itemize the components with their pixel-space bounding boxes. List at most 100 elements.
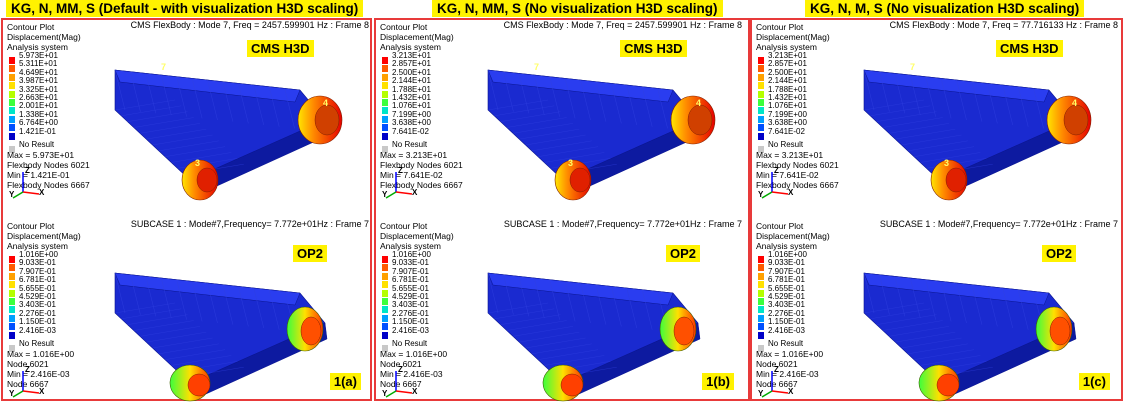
legend-value: 6.764E+00 (19, 118, 58, 128)
legend-swatch (382, 297, 388, 305)
legend-value: 2.500E+01 (768, 67, 807, 77)
cms-h3d-panel[interactable]: CMS FlexBody : Mode 7, Freq = 77.716133 … (752, 18, 1120, 214)
legend-value: 3.638E+00 (768, 118, 807, 128)
op2-panel[interactable]: SUBCASE 1 : Mode#7,Frequency= 7.772e+01H… (376, 217, 744, 413)
source-tag: CMS H3D (247, 40, 314, 57)
legend-swatch (758, 65, 764, 73)
legend-swatch (9, 256, 15, 263)
legend-swatch (758, 264, 764, 272)
min-line: Min = 2.416E-03 (7, 369, 70, 379)
legend-value: 7.199E+00 (392, 109, 431, 119)
entity-label: 3 (944, 158, 950, 168)
cms-h3d-panel[interactable]: CMS FlexBody : Mode 7, Freq = 2457.59990… (3, 18, 371, 214)
legend-swatch (9, 306, 15, 314)
legend-swatch (758, 145, 764, 153)
legend-swatch (382, 98, 388, 106)
min-node-line: Node 6667 (380, 379, 422, 389)
legend-value: 9.033E-01 (19, 258, 56, 268)
cms-h3d-panel[interactable]: CMS FlexBody : Mode 7, Freq = 2457.59990… (376, 18, 744, 214)
entity-label: 3 (568, 158, 574, 168)
frame-header: SUBCASE 1 : Mode#7,Frequency= 7.772e+01H… (503, 219, 742, 229)
max-line: Max = 3.213E+01 (756, 150, 824, 160)
column-title: KG, N, M, S (No visualization H3D scalin… (805, 0, 1085, 17)
legend-swatch (9, 281, 15, 289)
node-line: Node 6021 (7, 359, 49, 369)
legend-value: 1.016E+00 (19, 250, 58, 259)
source-tag: OP2 (1042, 245, 1077, 262)
legend-swatch (758, 306, 764, 314)
legend-value: 7.907E-01 (19, 266, 56, 276)
legend-swatch (382, 115, 388, 123)
no-result-label: No Result (19, 338, 55, 348)
legend-title-line: Displacement(Mag) (380, 231, 454, 241)
legend-value: 3.325E+01 (19, 84, 58, 94)
legend-title: Contour Plot Displacement(Mag) Analysis sy… (756, 221, 830, 251)
legend-value: 1.432E+01 (768, 92, 807, 102)
legend-value: 2.001E+01 (19, 101, 58, 111)
max-line: Max = 1.016E+00 (7, 349, 75, 359)
fe-model-view[interactable] (95, 243, 355, 403)
legend-title-line: Contour Plot (756, 221, 804, 231)
no-result-label: No Result (768, 139, 804, 149)
axis-y-label: Y (382, 389, 388, 398)
fe-model-view[interactable] (844, 243, 1104, 403)
legend-swatch (9, 145, 15, 153)
legend-value: 2.416E-03 (19, 325, 56, 335)
legend-value: 1.338E+01 (19, 109, 58, 119)
legend-value: 9.033E-01 (768, 258, 805, 268)
fe-model-view[interactable] (468, 243, 728, 403)
result-stats: Max = 1.016E+00 Node 6021 Min = 2.416E-03 N… (756, 349, 823, 389)
op2-panel[interactable]: SUBCASE 1 : Mode#7,Frequency= 7.772e+01H… (752, 217, 1120, 413)
legend-swatch (382, 314, 388, 322)
axis-z-label: Z (398, 166, 403, 175)
legend-value: 2.276E-01 (768, 308, 805, 318)
legend-value: 2.144E+01 (392, 76, 431, 86)
legend-swatch (382, 124, 388, 132)
legend-swatch (9, 57, 15, 64)
no-result-label: No Result (19, 139, 55, 149)
source-tag: OP2 (293, 245, 328, 262)
legend-title-line: Analysis system (756, 42, 817, 52)
legend-swatch (382, 65, 388, 73)
max-line: Max = 1.016E+00 (380, 349, 448, 359)
legend-value: 7.641E-02 (392, 126, 429, 136)
case-label: 1(a) (329, 373, 361, 390)
legend-value: 6.781E-01 (19, 275, 56, 285)
node-line: Flexbody Nodes 6021 (380, 160, 463, 170)
legend-value: 3.987E+01 (19, 76, 58, 86)
min-line: Min = 1.421E-01 (7, 170, 70, 180)
legend-value: 1.016E+00 (768, 250, 807, 259)
legend-value: 3.403E-01 (768, 300, 805, 310)
result-stats: Max = 3.213E+01 Flexbody Nodes 6021 Min = … (756, 150, 839, 190)
axis-y-label: Y (9, 190, 15, 199)
fe-model-view[interactable] (844, 40, 1104, 201)
fe-model-view[interactable] (95, 40, 355, 201)
max-line: Max = 5.973E+01 (7, 150, 75, 160)
legend-swatch (382, 145, 388, 153)
entity-label: 7 (161, 62, 167, 72)
op2-panel[interactable]: SUBCASE 1 : Mode#7,Frequency= 7.772e+01H… (3, 217, 371, 413)
legend-swatch (9, 124, 15, 132)
legend-value: 7.907E-01 (392, 266, 429, 276)
legend-value: 7.641E-02 (768, 126, 805, 136)
entity-label: 7 (910, 62, 916, 72)
legend-value: 2.276E-01 (392, 308, 429, 318)
legend-value: 6.781E-01 (768, 275, 805, 285)
legend-swatch (9, 272, 15, 280)
legend-swatch (758, 115, 764, 123)
axis-z-label: Z (774, 365, 779, 374)
legend-value: 4.529E-01 (768, 291, 805, 301)
entity-label: 3 (195, 158, 201, 168)
legend-title-line: Contour Plot (380, 22, 428, 32)
fe-model-view[interactable] (468, 40, 728, 201)
legend-swatch (758, 297, 764, 305)
legend-swatch (382, 272, 388, 280)
legend-value: 1.150E-01 (392, 317, 429, 327)
legend-swatch (9, 82, 15, 90)
legend-swatch (758, 82, 764, 90)
legend-value: 1.150E-01 (768, 317, 805, 327)
node-line: Node 6021 (380, 359, 422, 369)
legend-swatch (9, 90, 15, 98)
column-title: KG, N, MM, S (No visualization H3D scali… (432, 0, 723, 17)
legend-swatch (758, 289, 764, 297)
